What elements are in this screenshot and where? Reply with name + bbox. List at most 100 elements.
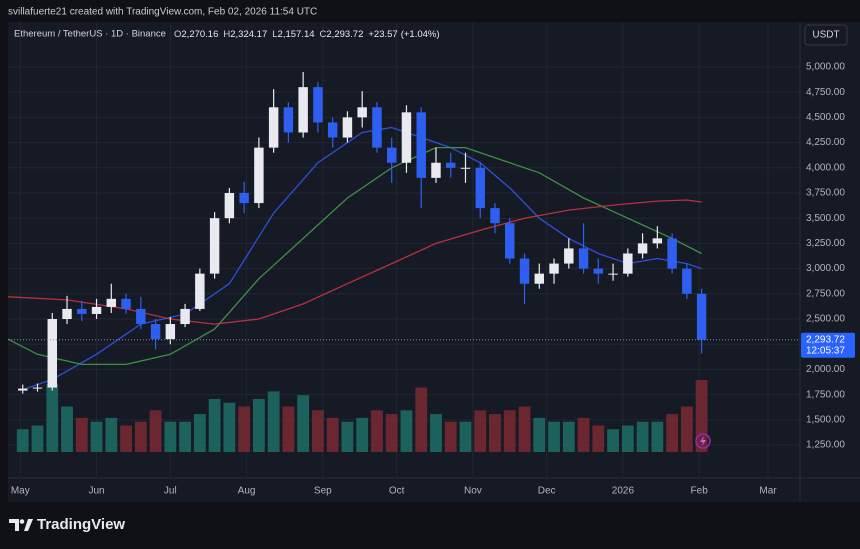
volume-bar (297, 395, 310, 452)
candle-body (519, 258, 530, 284)
volume-bar (489, 414, 501, 452)
ohlc-value: 2,157.14 (278, 29, 315, 40)
volume-bar (31, 425, 44, 452)
y-tick-label: 4,000.00 (806, 162, 845, 173)
candle-body (254, 147, 264, 204)
last-price: 2,293.72 (806, 334, 845, 345)
volume-bar (341, 421, 354, 452)
candle-body (327, 122, 338, 138)
volume-bar (577, 417, 590, 452)
candle-body (32, 387, 43, 389)
price-axis (800, 22, 860, 478)
moving-average (7, 199, 702, 325)
volume-bar (474, 410, 487, 452)
event-icon[interactable] (695, 433, 711, 449)
x-tick-label: Feb (691, 486, 709, 497)
candle-body (637, 243, 648, 254)
volume-bar (282, 406, 295, 452)
x-tick-label: 2026 (612, 486, 635, 497)
volume-bar (75, 417, 88, 452)
volume-bar (312, 410, 324, 452)
candle-body (534, 273, 545, 284)
candle-body (549, 263, 559, 274)
y-tick-label: 3,000.00 (806, 263, 845, 274)
ohlc-key: H (223, 29, 230, 40)
candle-body (446, 162, 456, 168)
candle-body (608, 273, 618, 275)
volume-bar (548, 421, 560, 452)
volume-bar (164, 421, 177, 452)
volume-bar (503, 410, 516, 452)
candle-body (667, 238, 677, 269)
y-tick-label: 2,000.00 (806, 364, 845, 375)
volume-bar (444, 421, 457, 452)
candle-body (386, 147, 397, 163)
volume-bar (356, 417, 369, 452)
volume-bar (120, 425, 132, 452)
volume-bar (16, 429, 29, 452)
volume-bar (149, 410, 162, 452)
event-icon-bolt (700, 436, 706, 446)
ohlc-value: 2,270.16 (181, 29, 218, 40)
y-tick-label: 4,250.00 (806, 137, 845, 148)
volume-bar (562, 421, 575, 452)
candle-body (121, 298, 131, 309)
ohlc-key: C (320, 29, 327, 40)
change-pct: (+1.04%) (401, 29, 440, 40)
volume-bar (636, 421, 649, 452)
candle-body (401, 112, 412, 163)
candle-body (505, 223, 515, 259)
candle-body (283, 107, 294, 133)
currency[interactable]: USDT (812, 30, 839, 41)
symbol: Ethereum / TetherUS · 1D · Binance (14, 29, 166, 40)
attribution: svillafuerte21 created with TradingView.… (8, 7, 317, 18)
volume-bar (326, 417, 339, 452)
x-tick-label: Jul (164, 486, 177, 497)
volume-bar (179, 421, 191, 452)
candle-body (77, 308, 87, 314)
ohlc-value: 2,324.17 (230, 29, 267, 40)
volume-bar (61, 406, 73, 452)
change: +23.57 (368, 29, 397, 40)
candle-body (578, 248, 589, 269)
x-tick-label: Jun (88, 486, 104, 497)
y-tick-label: 3,250.00 (806, 238, 845, 249)
volume-bar (430, 414, 442, 452)
candle-body (460, 167, 471, 169)
x-tick-label: May (11, 486, 30, 497)
volume-bar (651, 421, 664, 452)
volume-bar (518, 406, 531, 452)
volume-bar (134, 421, 147, 452)
volume-bar (223, 402, 236, 452)
candle-body (682, 268, 692, 294)
volume-bar (238, 406, 251, 452)
x-tick-label: Aug (238, 486, 256, 497)
y-tick-label: 4,500.00 (806, 112, 845, 123)
ohlc-key: O (174, 29, 181, 40)
volume-bar (267, 391, 280, 452)
candle-body (150, 324, 161, 340)
time-axis (8, 478, 860, 502)
labels: 1,250.001,500.001,750.002,000.002,250.00… (8, 62, 855, 497)
volume-bar (371, 410, 383, 452)
volume-bar (459, 421, 472, 452)
volume-bar (46, 383, 59, 452)
ohlc-legend: O2,270.16 H2,324.17 L2,157.14 C2,293.72 +23.… (174, 29, 440, 40)
candle-body (91, 306, 102, 314)
countdown: 12:05:37 (806, 345, 845, 356)
x-tick-label: Oct (389, 486, 405, 497)
x-tick-label: Mar (759, 486, 777, 497)
candle-body (298, 87, 308, 133)
volume-bar (208, 398, 221, 452)
volume-bar (90, 421, 103, 452)
volume-bar (695, 380, 708, 452)
candle-body (239, 192, 249, 204)
candle-body (475, 167, 485, 209)
volume (16, 380, 708, 452)
y-tick-label: 3,750.00 (806, 188, 845, 199)
volume-bar (193, 414, 206, 452)
currency-box[interactable] (804, 24, 848, 46)
volume-bar (400, 410, 413, 452)
candle-body (564, 248, 574, 264)
